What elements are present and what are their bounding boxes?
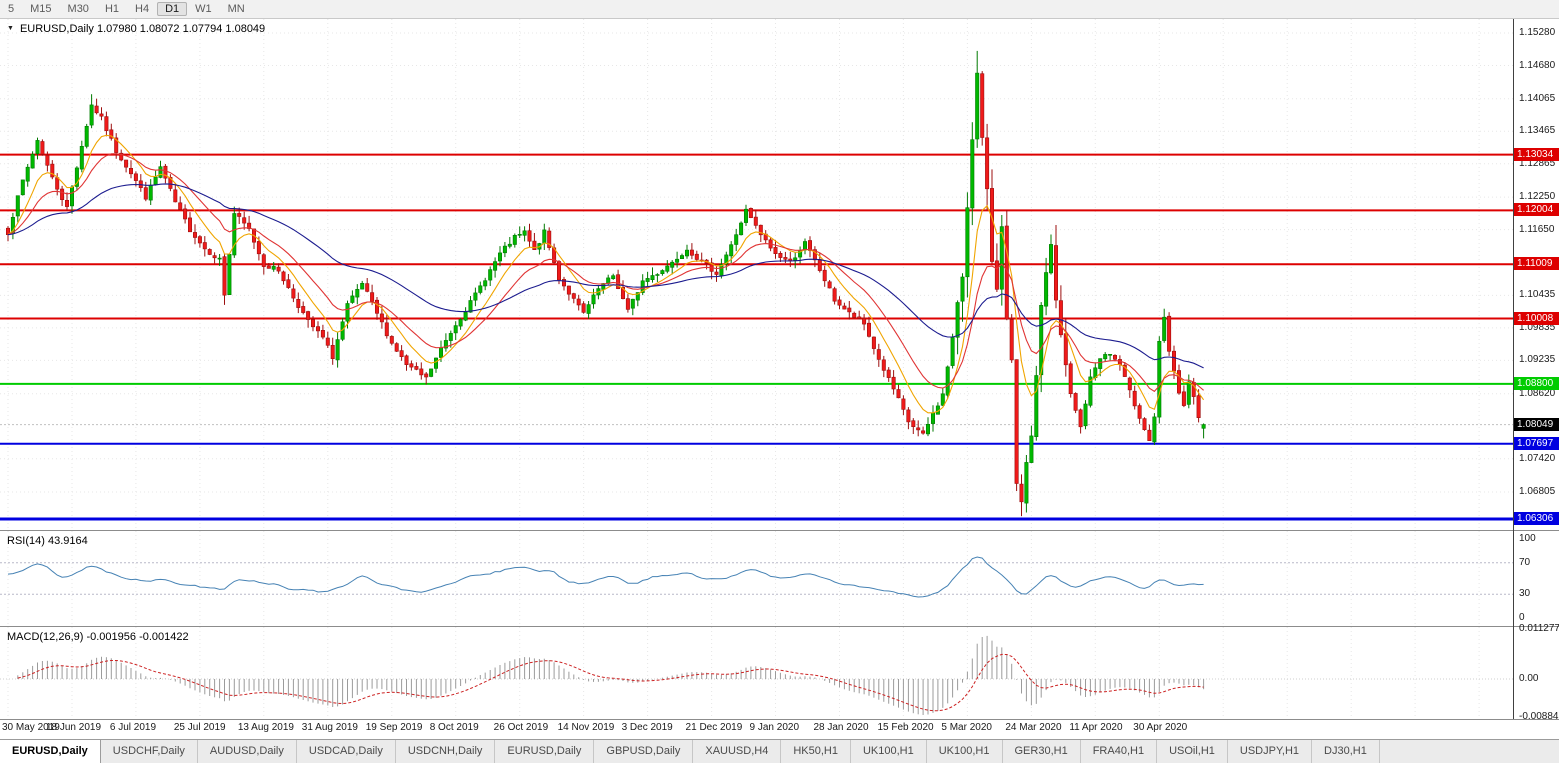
chart-tab[interactable]: EURUSD,Daily: [495, 740, 595, 763]
chart-tab[interactable]: UK100,H1: [851, 740, 927, 763]
macd-indicator-label: MACD(12,26,9) -0.001956 -0.001422: [7, 631, 189, 643]
chart-tab[interactable]: USDCHF,Daily: [101, 740, 198, 763]
chart-tab[interactable]: FRA40,H1: [1081, 740, 1158, 763]
chart-menu-icon[interactable]: ▼: [7, 25, 14, 32]
timeframe-button-h4[interactable]: H4: [135, 3, 150, 15]
chart-tab[interactable]: USDCNH,Daily: [396, 740, 496, 763]
timeframe-button-5[interactable]: 5: [8, 3, 15, 15]
timeframe-toolbar: 5 M15 M30 H1 H4 D1 W1 MN: [0, 0, 1559, 19]
chart-tab[interactable]: GBPUSD,Daily: [594, 740, 694, 763]
chart-tab[interactable]: DJ30,H1: [1312, 740, 1380, 763]
timeframe-button-d1[interactable]: D1: [157, 2, 188, 16]
timeframe-button-m15[interactable]: M15: [30, 3, 52, 15]
chart-tab-bar: EURUSD,Daily USDCHF,Daily AUDUSD,Daily USDC…: [0, 739, 1559, 763]
chart-tab[interactable]: XAUUSD,H4: [693, 740, 782, 763]
chart-tab[interactable]: GER30,H1: [1003, 740, 1081, 763]
chart-tab[interactable]: AUDUSD,Daily: [198, 740, 297, 763]
chart-title: ▼ EURUSD,Daily 1.07980 1.08072 1.07794 1.…: [7, 23, 265, 35]
timeframe-button-mn[interactable]: MN: [227, 3, 245, 15]
ohlc-title: EURUSD,Daily 1.07980 1.08072 1.07794 1.0…: [19, 23, 266, 35]
chart-tab[interactable]: UK100,H1: [927, 740, 1003, 763]
chart-tab[interactable]: USDCAD,Daily: [297, 740, 396, 763]
timeframe-button-m30[interactable]: M30: [67, 3, 89, 15]
chart-tab[interactable]: USOil,H1: [1157, 740, 1228, 763]
rsi-indicator-label: RSI(14) 43.9164: [7, 535, 88, 547]
chart-tab[interactable]: EURUSD,Daily: [0, 740, 101, 763]
chart-tab[interactable]: USDJPY,H1: [1228, 740, 1313, 763]
timeframe-button-w1[interactable]: W1: [195, 3, 212, 15]
chart-tab[interactable]: HK50,H1: [781, 740, 851, 763]
timeframe-button-h1[interactable]: H1: [104, 3, 119, 15]
